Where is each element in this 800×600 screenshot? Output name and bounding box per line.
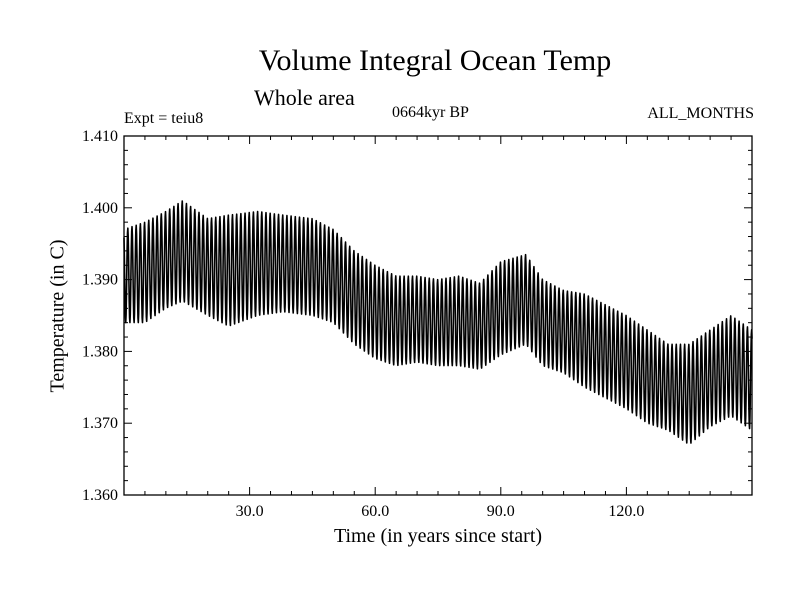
x-tick-label: 60.0 [361,503,389,520]
y-tick-label: 1.360 [82,487,118,504]
months-label: ALL_MONTHS [647,105,754,122]
y-tick-label: 1.400 [82,200,118,217]
y-tick-label: 1.390 [82,272,118,289]
period-label: 0664kyr BP [392,104,469,121]
ticks: 30.0 60.0 90.0 120.0 1.360 1.370 1.380 1.390 1.4… [82,128,752,520]
experiment-label: Expt = teiu8 [124,110,204,127]
x-tick-label: 30.0 [236,503,264,520]
chart-title: Volume Integral Ocean Temp [258,44,612,77]
series-line-0 [123,200,753,444]
y-tick-label: 1.370 [82,415,118,432]
x-axis-label: Time (in years since start) [333,525,543,547]
series-group [123,200,753,444]
y-axis-label: Temperature (in C) [46,239,69,393]
x-tick-label: 120.0 [608,503,644,520]
chart-subtitle: Whole area [254,85,355,110]
y-tick-label: 1.380 [82,343,118,360]
x-tick-label: 90.0 [487,503,515,520]
y-tick-label: 1.410 [82,128,118,145]
